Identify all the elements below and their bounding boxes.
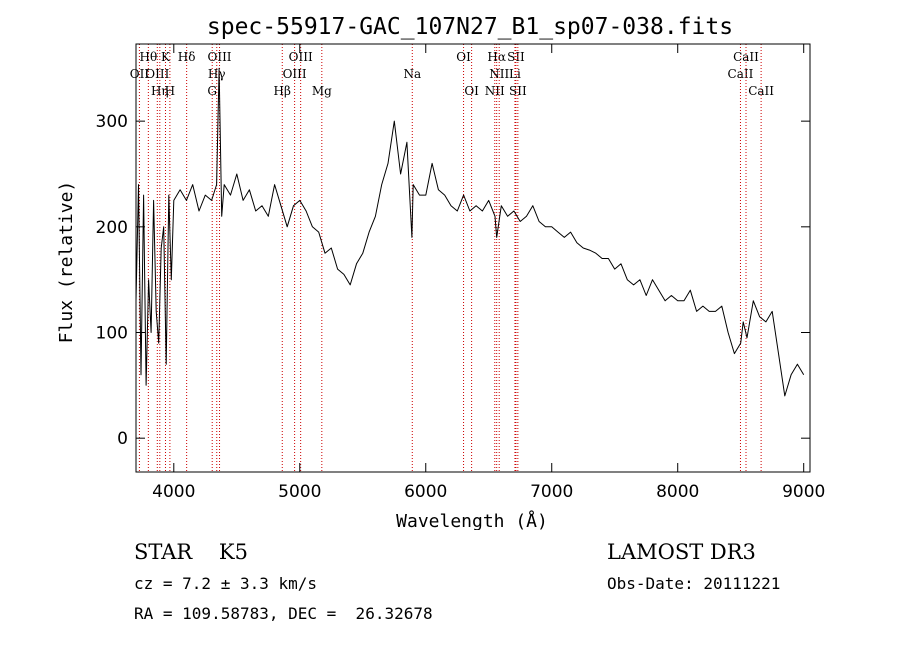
coordinates-label: RA = 109.58783, DEC = 26.32678 <box>134 604 433 623</box>
chart-title: spec-55917-GAC_107N27_B1_sp07-038.fits <box>207 14 733 40</box>
obs-date-label: Obs-Date: 20111221 <box>607 574 781 593</box>
survey-label: LAMOST DR3 <box>607 540 756 564</box>
y-tick-label-3: 300 <box>96 112 128 132</box>
spectral-line-label-5: H <box>165 84 175 98</box>
spectral-line-label-16: OI <box>464 84 479 98</box>
axes: 4000 5000 6000 7000 8000 9000 0 100 200 300 <box>96 44 825 502</box>
spectral-line-label-6: Hδ <box>178 50 196 64</box>
spectral-line-label-9: OIII <box>207 50 231 64</box>
spectral-line-label-15: OI <box>456 50 471 64</box>
spectral-line-label-22: SII <box>509 84 527 98</box>
spectral-line-label-11: OIII <box>283 67 307 81</box>
spectral-line-label-7: G <box>207 84 217 98</box>
y-axis-label: Flux (relative) <box>56 181 77 344</box>
spectral-line-label-25: CaII <box>748 84 774 98</box>
spectrum-chart: spec-55917-GAC_107N27_B1_sp07-038.fits O… <box>56 14 825 530</box>
spectral-line-label-1: Hθ <box>139 50 157 64</box>
spectral-line-label-2: OIII <box>145 67 169 81</box>
spectral-line-label-14: Na <box>403 67 421 81</box>
plot-frame <box>135 43 811 473</box>
spectral-line-label-19: NII <box>489 67 509 81</box>
spectral-line-markers: OII Hθ OIII Hη K H Hδ G Hγ OIII Hβ OIII OIII Mg Na OI OI… <box>130 44 774 472</box>
spectrum-line <box>135 67 805 397</box>
spectral-line-label-12: OIII <box>289 50 313 64</box>
spectral-line-label-20: SII <box>507 50 525 64</box>
spectral-line-label-17: NII <box>485 84 505 98</box>
x-tick-label-5: 9000 <box>782 482 825 502</box>
x-tick-label-0: 4000 <box>152 482 195 502</box>
y-tick-label-1: 100 <box>96 324 128 344</box>
spectral-line-label-0: OII <box>130 67 150 81</box>
spectral-line-label-8: Hγ <box>208 67 226 81</box>
spectral-line-label-21: Li <box>509 67 521 81</box>
x-tick-label-1: 5000 <box>278 482 321 502</box>
spectrum-series <box>135 67 805 397</box>
y-tick-label-0: 0 <box>117 429 128 449</box>
spectral-line-label-10: Hβ <box>274 84 291 98</box>
x-tick-label-2: 6000 <box>404 482 447 502</box>
spectral-line-label-18: Hα <box>487 50 506 64</box>
classification-label: STAR K5 <box>134 540 248 564</box>
y-tick-label-2: 200 <box>96 218 128 238</box>
spectral-line-label-24: CaII <box>733 50 759 64</box>
spectral-line-label-23: CaII <box>728 67 754 81</box>
x-tick-label-4: 8000 <box>656 482 699 502</box>
spectral-line-label-3: Hη <box>151 84 169 98</box>
spectral-line-label-13: Mg <box>312 84 332 98</box>
redshift-label: cz = 7.2 ± 3.3 km/s <box>134 574 318 593</box>
x-axis-label: Wavelength (Å) <box>396 510 548 530</box>
spectral-line-label-4: K <box>161 50 171 64</box>
x-tick-label-3: 7000 <box>530 482 573 502</box>
